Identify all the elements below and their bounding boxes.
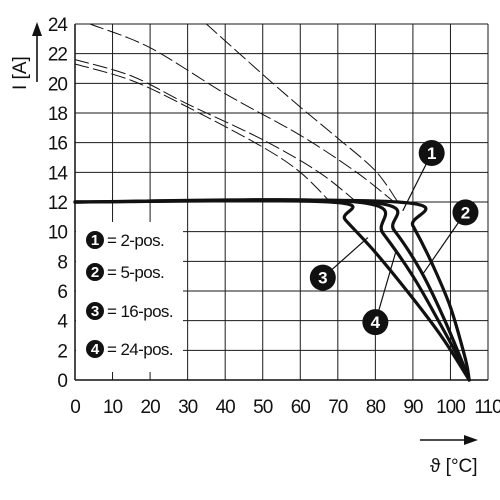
x-tick-label: 80 <box>366 397 386 418</box>
x-tick-label: 90 <box>403 397 423 418</box>
y-tick-label: 2 <box>57 341 67 362</box>
annotation-label-2: 2 <box>461 203 470 222</box>
legend-marker-2-label: 2 <box>91 264 99 281</box>
y-tick-label: 8 <box>57 252 67 273</box>
x-tick-label: 70 <box>328 397 348 418</box>
x-tick-label: 40 <box>216 397 236 418</box>
x-tick-label: 50 <box>253 397 273 418</box>
y-tick-label: 6 <box>57 282 67 303</box>
plot-frame <box>74 24 488 381</box>
legend-marker-2 <box>86 263 104 281</box>
y-axis-arrow-icon <box>32 22 42 36</box>
tick-labels: 0 10 20 30 40 50 60 70 80 90 100 110024681012141618… <box>48 15 500 418</box>
legend-label-4: = 24-pos. <box>107 340 173 359</box>
legend-marker-3 <box>86 302 104 320</box>
x-tick-label: 100 <box>436 397 465 418</box>
curve-annotations: 1 2 3 4 <box>309 140 479 336</box>
y-tick-label: 4 <box>57 312 68 333</box>
x-tick-label: 30 <box>178 397 198 418</box>
y-axis-title-group: I [A] <box>10 22 42 90</box>
legend-item-1: 1 = 2-pos. <box>86 231 165 250</box>
x-tick-label: 60 <box>291 397 311 418</box>
x-axis-title-group: ϑ [°C] <box>420 435 478 477</box>
annotation-marker-4 <box>362 309 389 336</box>
annotation-label-1: 1 <box>427 144 436 163</box>
x-axis-arrow-icon <box>464 435 478 445</box>
legend-marker-1 <box>86 231 104 249</box>
x-tick-label: 110 <box>474 397 500 418</box>
legend-label-3: = 16-pos. <box>107 302 173 321</box>
legend-marker-3-label: 3 <box>91 303 99 320</box>
dashed-curve-4 <box>74 59 358 203</box>
dashed-curve-2 <box>89 23 395 203</box>
y-tick-label: 16 <box>48 134 68 155</box>
y-tick-label: 14 <box>48 163 69 184</box>
legend-marker-4 <box>86 340 104 358</box>
annotation-label-4: 4 <box>371 313 381 332</box>
dashed-curve-1 <box>205 23 399 203</box>
annotation-marker-2 <box>452 199 479 226</box>
annotation-label-3: 3 <box>318 269 327 288</box>
y-tick-label: 18 <box>48 104 68 125</box>
y-axis-title: I [A] <box>10 56 31 90</box>
legend-marker-1-label: 1 <box>91 232 99 249</box>
legend-item-2: 2 = 5-pos. <box>86 263 165 282</box>
legend-label-1: = 2-pos. <box>107 231 164 250</box>
y-tick-label: 20 <box>48 74 68 95</box>
y-tick-label: 12 <box>48 193 68 214</box>
annotation-marker-3 <box>309 264 336 291</box>
legend-item-4: 4 = 24-pos. <box>86 340 174 359</box>
y-tick-label: 10 <box>48 223 68 244</box>
y-tick-label: 22 <box>48 45 68 66</box>
legend: 1 = 2-pos. 2 = 5-pos. 3 = 16-pos. 4 = 24… <box>76 222 183 372</box>
x-axis-title: ϑ [°C] <box>430 456 478 477</box>
x-tick-label: 0 <box>70 397 80 418</box>
legend-item-3: 3 = 16-pos. <box>86 302 174 321</box>
curves <box>73 23 471 382</box>
legend-label-2: = 5-pos. <box>107 263 164 282</box>
x-tick-label: 10 <box>103 397 123 418</box>
solid-curve-3 <box>73 199 471 382</box>
y-tick-label: 24 <box>48 15 69 36</box>
x-tick-label: 20 <box>141 397 161 418</box>
legend-marker-4-label: 4 <box>91 341 100 358</box>
y-tick-label: 0 <box>57 371 67 392</box>
annotation-marker-1 <box>418 140 445 167</box>
dashed-curve-3 <box>74 63 331 203</box>
